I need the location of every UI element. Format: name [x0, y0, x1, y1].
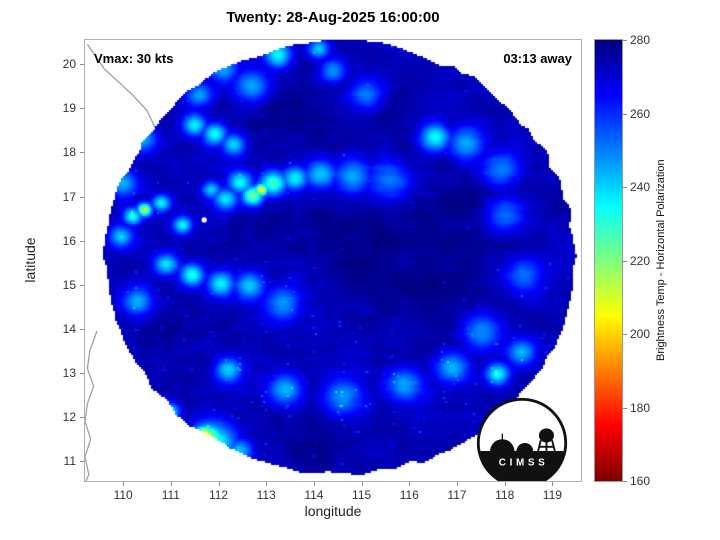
x-tick — [170, 482, 172, 486]
cimss-logo: C I M S S — [476, 397, 568, 481]
x-tick — [409, 482, 411, 486]
y-tick-label: 18 — [62, 145, 76, 160]
y-tick-label: 16 — [62, 233, 76, 248]
cimss-logo-baseline — [480, 450, 564, 455]
x-tick-label: 111 — [161, 488, 180, 502]
y-tick-label: 20 — [62, 57, 76, 72]
y-tick-label: 17 — [62, 189, 76, 204]
y-tick — [80, 196, 84, 198]
colorbar-tick — [623, 407, 627, 409]
x-tick-label: 118 — [495, 488, 515, 502]
x-tick — [457, 482, 458, 486]
y-tick-label: 14 — [62, 321, 76, 336]
x-axis-label: longitude — [304, 503, 362, 519]
x-tick — [361, 482, 363, 486]
map-plot-area: Vmax: 30 kts 03:13 away C I M S S — [84, 39, 582, 482]
y-tick-label: 19 — [62, 101, 76, 116]
colorbar-tick — [623, 481, 627, 482]
colorbar-tick-label: 220 — [630, 253, 651, 268]
y-tick — [80, 240, 84, 242]
cimss-logo-ground — [480, 454, 564, 481]
y-tick — [80, 108, 84, 110]
y-tick-label: 12 — [62, 410, 76, 425]
x-tick-label: 117 — [447, 488, 467, 502]
colorbar-tick — [623, 260, 627, 262]
x-tick-label: 113 — [256, 488, 276, 502]
water-tower-legs — [537, 439, 556, 452]
observatory-dome-icon — [490, 439, 515, 452]
colorbar-tick — [623, 40, 627, 41]
colorbar-tick — [623, 113, 627, 115]
colorbar-tick-label: 280 — [630, 33, 651, 47]
plot-title: Twenty: 28-Aug-2025 16:00:00 — [226, 9, 440, 26]
x-tick-label: 112 — [208, 488, 229, 502]
colorbar-tick-label: 200 — [630, 327, 651, 341]
x-tick-label: 114 — [304, 488, 324, 502]
water-tower-icon — [538, 428, 554, 443]
y-tick — [80, 461, 84, 463]
colorbar-tick-label: 180 — [630, 400, 651, 415]
x-tick — [266, 482, 268, 486]
y-tick-label: 13 — [62, 365, 76, 380]
colorbar-tick-label: 260 — [630, 106, 651, 121]
x-tick — [552, 482, 554, 486]
colorbar-tick — [623, 334, 627, 335]
cimss-logo-text: C I M S S — [499, 458, 545, 469]
x-tick — [504, 482, 506, 486]
colorbar-tick — [623, 187, 627, 188]
y-tick — [80, 328, 84, 330]
colorbar-tick-label: 160 — [630, 474, 651, 488]
y-tick — [80, 64, 84, 66]
time-away-annotation: 03:13 away — [503, 51, 572, 66]
y-tick-label: 11 — [63, 454, 76, 469]
vmax-annotation: Vmax: 30 kts — [94, 51, 174, 66]
colorbar — [594, 39, 623, 482]
x-tick-label: 119 — [542, 488, 562, 502]
antenna-icon — [501, 433, 504, 441]
y-tick — [80, 372, 84, 374]
y-axis-label: latitude — [22, 237, 38, 283]
colorbar-tick-label: 240 — [630, 180, 651, 194]
x-tick-label: 115 — [352, 488, 372, 502]
x-tick — [218, 482, 220, 486]
y-tick — [80, 284, 84, 286]
x-tick-label: 110 — [113, 488, 133, 502]
y-tick-label: 15 — [62, 277, 76, 292]
small-dome-icon — [516, 443, 534, 452]
x-tick — [123, 482, 125, 486]
y-tick — [80, 152, 84, 154]
y-tick — [80, 417, 84, 419]
x-tick-label: 116 — [399, 488, 419, 502]
x-tick — [313, 482, 315, 486]
